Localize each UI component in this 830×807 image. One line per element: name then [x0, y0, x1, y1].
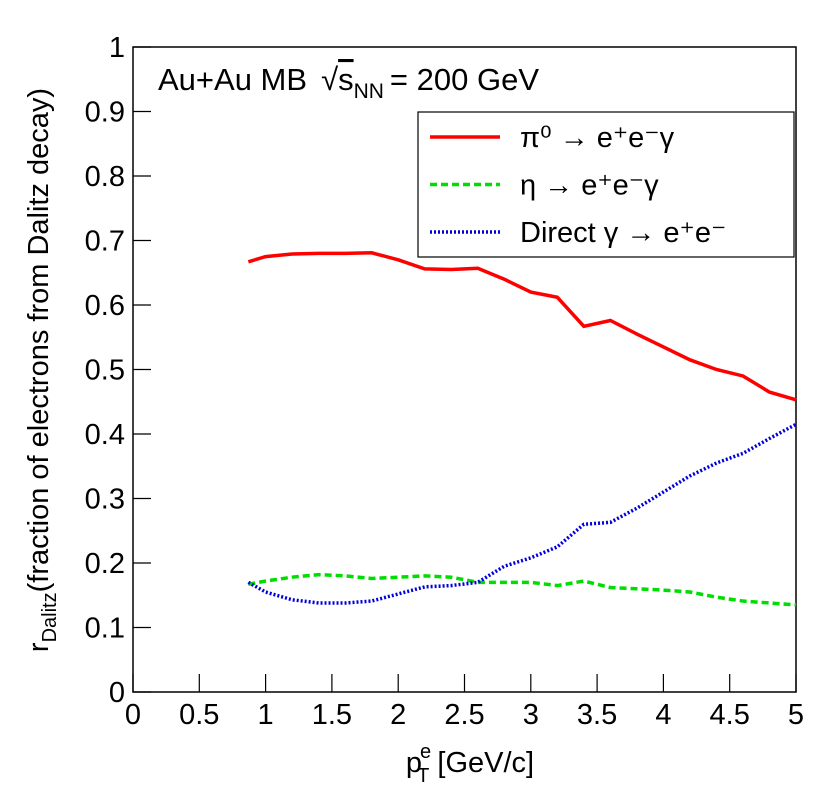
- x-tick-label: 4: [655, 699, 671, 731]
- x-axis-label: pe T [GeV/c]: [406, 741, 534, 787]
- y-tick-label: 0.3: [85, 484, 125, 516]
- x-tick-label: 4.5: [710, 699, 750, 731]
- y-tick-label: 0.5: [85, 355, 125, 387]
- x-tick-label: 2: [390, 699, 406, 731]
- y-tick-label: 0.1: [85, 613, 125, 645]
- annotation: Au+Au MB √sNN = 200 GeV: [158, 62, 539, 103]
- x-tick-label: 2.5: [444, 699, 484, 731]
- x-tick-label: 0: [125, 699, 141, 731]
- y-tick-label: 0.9: [85, 97, 125, 129]
- y-tick-label: 0.6: [85, 290, 125, 322]
- data-line: [247, 250, 797, 402]
- y-tick-label: 0.4: [85, 419, 125, 451]
- x-tick-label: 0.5: [179, 699, 219, 731]
- x-tick-label: 1: [258, 699, 274, 731]
- x-tick-label: 3.5: [577, 699, 617, 731]
- data-line: [247, 422, 797, 605]
- y-tick-label: 0.2: [85, 548, 125, 580]
- x-tick-label: 3: [523, 699, 539, 731]
- legend-label: η → e⁺e⁻γ: [520, 170, 659, 202]
- y-tick-label: 1: [109, 32, 125, 64]
- x-tick-label: 5: [788, 699, 804, 731]
- y-tick-label: 0: [109, 677, 125, 709]
- legend-label: Direct γ → e⁺e⁻: [520, 217, 726, 249]
- y-tick-label: 0.7: [85, 226, 125, 258]
- y-tick-label: 0.8: [85, 161, 125, 193]
- data-line: [248, 572, 797, 607]
- x-tick-label: 1.5: [312, 699, 352, 731]
- legend-label: π⁰ → e⁺e⁻γ: [520, 122, 675, 154]
- y-axis-label: rDalitz(fraction of electrons from Dalit…: [23, 88, 61, 652]
